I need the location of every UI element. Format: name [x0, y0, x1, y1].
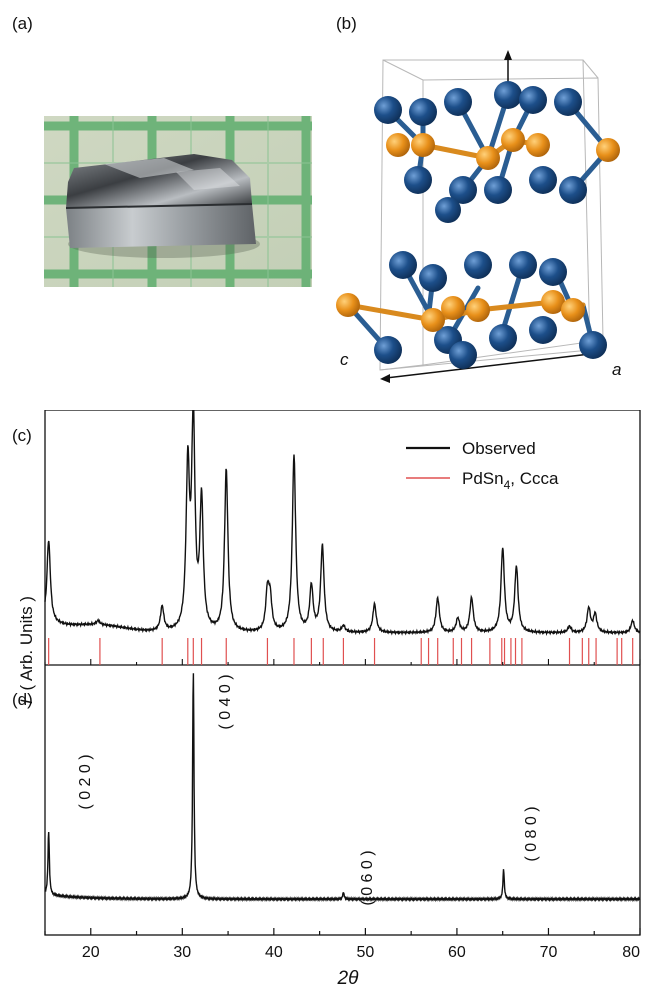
- panel-label-a: (a): [12, 14, 33, 33]
- sn-atom: [484, 176, 512, 204]
- peak-label: ( 0 6 0 ): [359, 850, 376, 905]
- plot-frame: [44, 410, 641, 936]
- panel-label-d: (d): [12, 690, 33, 709]
- axis-c-label: c: [340, 350, 349, 369]
- pd-atom: [501, 128, 525, 152]
- x-tick-label: 30: [173, 944, 191, 961]
- sn-atom: [529, 316, 557, 344]
- pd-atom: [411, 133, 435, 157]
- sn-atom: [509, 251, 537, 279]
- oriented-line: [44, 673, 641, 903]
- pd-atom: [386, 133, 410, 157]
- pd-atom: [526, 133, 550, 157]
- legend: Observed PdSn4, Ccca: [406, 439, 559, 492]
- xrd-chart: ( 0 2 0 ) ( 0 4 0 ) ( 0 6 0 ) ( 0 8 0 ) 20 3…: [17, 410, 641, 989]
- pd-atom: [596, 138, 620, 162]
- sn-atom: [464, 251, 492, 279]
- sn-atom: [389, 251, 417, 279]
- sn-atom: [529, 166, 557, 194]
- sn-atom: [435, 197, 461, 223]
- sn-atom: [374, 96, 402, 124]
- legend-label-reference: PdSn4, Ccca: [462, 469, 559, 492]
- pd-atom: [541, 290, 565, 314]
- oriented-pattern: [44, 673, 641, 903]
- sn-atom: [489, 324, 517, 352]
- pd-atom: [476, 146, 500, 170]
- observed-pattern: [44, 410, 641, 637]
- pd-atom: [466, 298, 490, 322]
- peak-label: ( 0 8 0 ): [523, 806, 540, 861]
- sn-atom: [419, 264, 447, 292]
- x-axis-label: 2θ: [337, 968, 360, 989]
- crystal-photo: [44, 116, 312, 287]
- sn-atom: [494, 81, 522, 109]
- x-tick-label: 80: [622, 944, 640, 961]
- peak-label: ( 0 4 0 ): [217, 674, 234, 729]
- peak-label: ( 0 2 0 ): [77, 754, 94, 809]
- x-tick-label: 70: [540, 944, 558, 961]
- peak-labels: ( 0 2 0 ) ( 0 4 0 ) ( 0 6 0 ) ( 0 8 0 ): [77, 674, 540, 905]
- sn-atom: [409, 98, 437, 126]
- sn-atom: [449, 176, 477, 204]
- sn-atom: [404, 166, 432, 194]
- panel-label-b: (b): [336, 14, 357, 33]
- sn-atom: [444, 88, 472, 116]
- sn-atom: [374, 336, 402, 364]
- x-axis: 20 30 40 50 60 70 80: [44, 659, 641, 961]
- sn-atom: [519, 86, 547, 114]
- pd-atom: [441, 296, 465, 320]
- sn-atom: [579, 331, 607, 359]
- sn-atom: [539, 258, 567, 286]
- panel-label-c: (c): [12, 426, 32, 445]
- pd-atom: [336, 293, 360, 317]
- pd-atom: [421, 308, 445, 332]
- y-axis-label: I ( Arb. Units ): [17, 596, 36, 704]
- plot-border: [44, 410, 641, 936]
- x-tick-label: 20: [82, 944, 100, 961]
- x-tick-label: 40: [265, 944, 283, 961]
- axis-a-label: a: [612, 360, 622, 379]
- x-tick-label: 50: [356, 944, 374, 961]
- sn-atom: [449, 341, 477, 369]
- crystal-structure-diagram: b: [336, 50, 620, 383]
- x-tick-label: 60: [448, 944, 466, 961]
- observed-line: [44, 410, 641, 637]
- legend-label-observed: Observed: [462, 439, 536, 458]
- pd-atom: [561, 298, 585, 322]
- sn-atom: [554, 88, 582, 116]
- reference-ticks: [48, 638, 634, 665]
- sn-atom: [559, 176, 587, 204]
